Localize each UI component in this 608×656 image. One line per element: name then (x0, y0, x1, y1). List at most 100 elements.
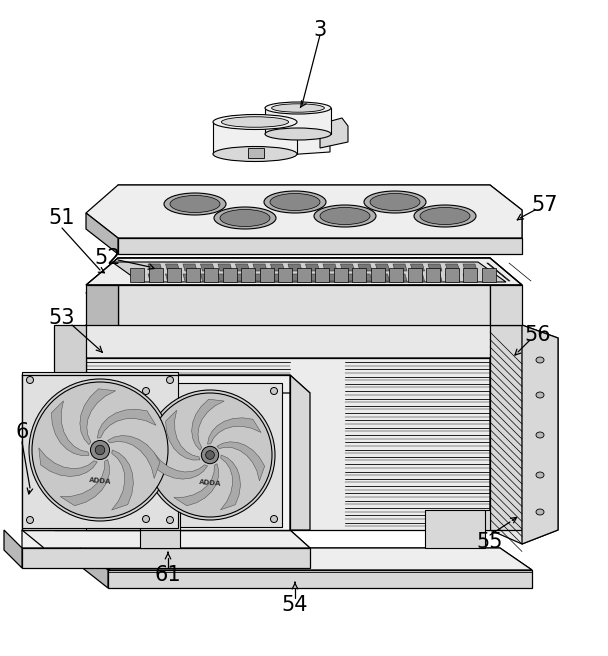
Polygon shape (108, 548, 532, 570)
Polygon shape (410, 274, 424, 281)
Polygon shape (204, 268, 218, 282)
Ellipse shape (164, 193, 226, 215)
Ellipse shape (167, 516, 173, 523)
Ellipse shape (265, 102, 331, 114)
Polygon shape (213, 122, 297, 154)
Polygon shape (376, 274, 390, 281)
Ellipse shape (536, 472, 544, 478)
Polygon shape (463, 274, 477, 281)
Polygon shape (201, 274, 215, 281)
Polygon shape (340, 274, 354, 281)
Polygon shape (425, 510, 485, 548)
Polygon shape (118, 185, 522, 238)
Polygon shape (358, 264, 372, 271)
Polygon shape (288, 274, 302, 281)
Polygon shape (320, 118, 348, 148)
Ellipse shape (167, 377, 173, 384)
Ellipse shape (271, 516, 277, 522)
Polygon shape (185, 268, 199, 282)
Ellipse shape (536, 432, 544, 438)
Polygon shape (323, 264, 337, 271)
Ellipse shape (142, 388, 150, 394)
Polygon shape (108, 570, 532, 588)
Polygon shape (428, 264, 442, 271)
Polygon shape (140, 510, 180, 548)
Ellipse shape (148, 393, 272, 517)
Polygon shape (201, 264, 215, 271)
Text: 53: 53 (49, 308, 75, 328)
Polygon shape (221, 455, 240, 510)
Polygon shape (444, 268, 458, 282)
Text: 52: 52 (95, 248, 121, 268)
Ellipse shape (213, 146, 297, 161)
Polygon shape (446, 264, 460, 271)
Ellipse shape (536, 357, 544, 363)
Ellipse shape (142, 516, 150, 522)
Polygon shape (235, 274, 249, 281)
Polygon shape (22, 372, 178, 528)
Polygon shape (278, 268, 292, 282)
Polygon shape (54, 325, 86, 530)
Text: ADDA: ADDA (89, 477, 111, 485)
Polygon shape (358, 274, 372, 281)
Polygon shape (217, 442, 264, 481)
Polygon shape (154, 453, 207, 479)
Polygon shape (86, 185, 522, 238)
Ellipse shape (370, 194, 420, 211)
Polygon shape (315, 268, 329, 282)
Polygon shape (305, 264, 319, 271)
Text: 6: 6 (15, 422, 29, 442)
Polygon shape (253, 264, 267, 271)
Ellipse shape (414, 205, 476, 227)
Polygon shape (260, 268, 274, 282)
Polygon shape (305, 274, 319, 281)
Polygon shape (174, 464, 219, 506)
Polygon shape (522, 325, 558, 544)
Polygon shape (207, 418, 261, 444)
Polygon shape (138, 383, 282, 527)
Polygon shape (490, 325, 522, 530)
Polygon shape (4, 530, 22, 568)
Ellipse shape (536, 392, 544, 398)
Ellipse shape (27, 377, 33, 384)
Polygon shape (490, 325, 558, 544)
Polygon shape (112, 450, 133, 510)
Polygon shape (430, 510, 490, 530)
Polygon shape (86, 358, 490, 530)
Polygon shape (148, 274, 162, 281)
Ellipse shape (213, 115, 297, 129)
Polygon shape (108, 436, 160, 478)
Polygon shape (235, 264, 249, 271)
Polygon shape (482, 268, 496, 282)
Polygon shape (376, 264, 390, 271)
Polygon shape (323, 274, 337, 281)
Polygon shape (22, 375, 310, 393)
Polygon shape (393, 264, 407, 271)
Ellipse shape (201, 446, 219, 464)
Ellipse shape (270, 194, 320, 211)
Polygon shape (290, 375, 310, 530)
Polygon shape (80, 548, 108, 588)
Polygon shape (165, 410, 200, 460)
Polygon shape (112, 262, 506, 282)
Polygon shape (218, 274, 232, 281)
Text: ADDA: ADDA (199, 479, 221, 487)
Polygon shape (192, 400, 224, 450)
Polygon shape (86, 285, 118, 325)
Polygon shape (108, 548, 532, 570)
Polygon shape (39, 448, 97, 476)
Ellipse shape (221, 117, 289, 127)
Polygon shape (340, 264, 354, 271)
Text: 61: 61 (154, 565, 181, 585)
Ellipse shape (364, 191, 426, 213)
Polygon shape (80, 389, 116, 445)
Polygon shape (334, 268, 348, 282)
Ellipse shape (536, 509, 544, 515)
Ellipse shape (206, 451, 215, 459)
Polygon shape (253, 274, 267, 281)
Polygon shape (183, 264, 197, 271)
Polygon shape (428, 274, 442, 281)
Polygon shape (463, 268, 477, 282)
Text: 56: 56 (525, 325, 551, 345)
Ellipse shape (214, 207, 276, 229)
